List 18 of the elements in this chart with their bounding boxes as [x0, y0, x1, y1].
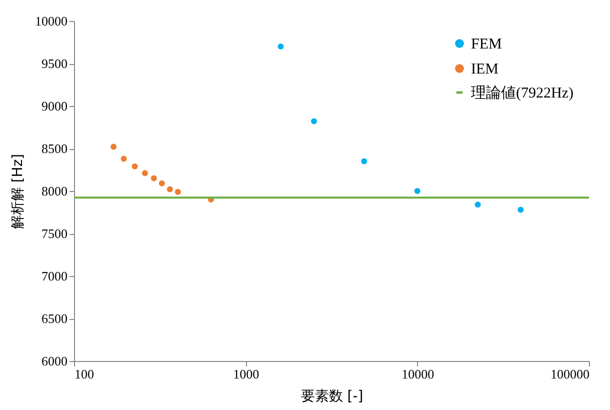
y-axis-title: 解析解 [Hz]: [10, 154, 26, 230]
x-tick-label: 100: [74, 366, 94, 382]
y-tick-label: 7000: [42, 268, 68, 284]
y-tick-label: 10000: [35, 14, 68, 28]
x-tick-label: 10000: [402, 366, 434, 382]
y-tick-label: 8000: [42, 184, 68, 198]
y-tick-label: 7500: [42, 226, 68, 241]
y-tick-label: 9500: [42, 56, 68, 71]
x-axis-title: 要素数 [-]: [300, 388, 364, 404]
y-tick-label: 8500: [42, 141, 68, 156]
legend-label: FEM: [471, 36, 502, 52]
y-tick-label: 6000: [42, 354, 68, 368]
y-tick-label: 9000: [42, 98, 68, 114]
y-tick-label: 6500: [42, 311, 68, 326]
legend-label: IEM: [471, 62, 498, 78]
x-tick-label: 1000: [233, 366, 260, 382]
x-tick-label: 100000: [550, 366, 590, 382]
legend-label: 理論値(7922Hz): [471, 84, 574, 102]
